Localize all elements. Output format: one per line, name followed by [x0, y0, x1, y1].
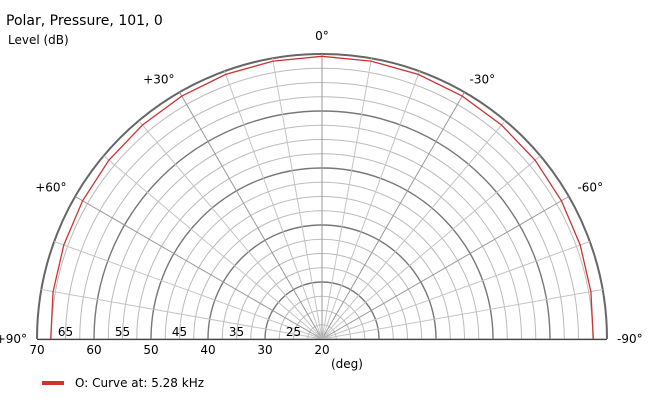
radial-tick-label: 45 [172, 325, 187, 339]
polar-grid: 0° +30° -30° +60° -60° +90° -90° 70 60 50 40 30 20 65… [0, 29, 643, 357]
angle-tick-label: +30° [143, 73, 174, 87]
radial-tick-label: 50 [143, 343, 158, 357]
grid-spoke [321, 241, 590, 340]
legend: O: Curve at: 5.28 kHz [42, 376, 204, 390]
radial-tick-label: 35 [229, 325, 244, 339]
angle-tick-label: 0° [315, 29, 329, 43]
grid-spoke [321, 91, 465, 340]
angle-tick-label: +90° [0, 332, 27, 346]
grid-spoke [321, 289, 603, 340]
radial-tick-label: 25 [286, 325, 301, 339]
grid-spoke [54, 241, 323, 340]
grid-spoke [321, 196, 570, 340]
angle-tick-label: -60° [577, 181, 603, 195]
legend-label: O: Curve at: 5.28 kHz [75, 376, 204, 390]
radial-axis-label: Level (dB) [8, 33, 69, 47]
radial-tick-label: 55 [115, 325, 130, 339]
angle-tick-label: -30° [470, 73, 496, 87]
grid-spoke [74, 196, 323, 340]
grid-spoke [103, 155, 323, 340]
grid-spoke [224, 71, 323, 340]
radial-tick-label: 65 [58, 325, 73, 339]
grid-spoke [41, 289, 323, 340]
chart-marks [50, 55, 594, 340]
grid-spoke [321, 120, 506, 340]
radial-tick-label: 20 [314, 343, 329, 357]
series-line [50, 55, 594, 340]
angle-axis-label: (deg) [331, 357, 363, 371]
angle-tick-label: -90° [617, 332, 643, 346]
radial-tick-label: 70 [29, 343, 44, 357]
grid-spoke [179, 91, 323, 340]
radial-tick-label: 40 [200, 343, 215, 357]
chart-title: Polar, Pressure, 101, 0 [6, 13, 163, 29]
grid-spoke [321, 71, 420, 340]
radial-tick-label: 60 [86, 343, 101, 357]
grid-spoke [321, 58, 372, 340]
angle-tick-label: +60° [35, 181, 66, 195]
grid-spoke [321, 155, 541, 340]
radial-tick-label: 30 [257, 343, 272, 357]
grid-spoke [138, 120, 323, 340]
grid-spoke [272, 58, 323, 340]
